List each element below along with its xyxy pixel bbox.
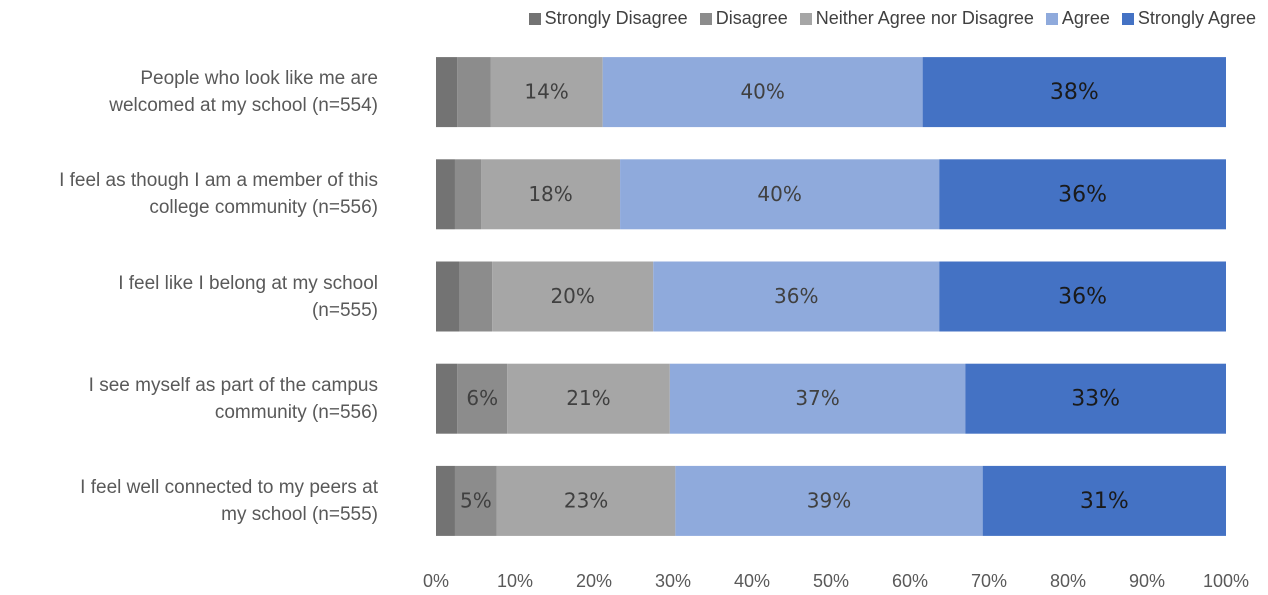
bar-segment (939, 261, 1226, 332)
legend-swatch (799, 12, 812, 25)
category-label: I feel as though I am a member of this c… (59, 170, 378, 219)
x-tick-label: 0% (423, 571, 449, 591)
bar-segment (457, 363, 508, 434)
value-label: 23% (564, 488, 608, 512)
bar-segment (436, 57, 458, 128)
x-tick-label: 20% (576, 571, 612, 591)
bar-segment (669, 363, 966, 434)
bar-segment (982, 465, 1226, 536)
category-label: I see myself as part of the campus commu… (88, 374, 378, 423)
bar-segment (496, 465, 676, 536)
bar-segment (436, 159, 455, 230)
x-tick-label: 80% (1050, 571, 1086, 591)
value-label: 36% (1058, 182, 1107, 207)
category-label: I feel like I belong at my school (n=555… (118, 272, 378, 321)
value-label: 39% (807, 488, 851, 512)
x-tick-label: 50% (813, 571, 849, 591)
bar-segment (454, 159, 482, 230)
value-label: 40% (740, 80, 784, 104)
legend-item: Strongly Disagree (528, 8, 688, 29)
legend-label: Agree (1061, 8, 1110, 28)
value-label: 36% (1058, 285, 1107, 310)
value-label: 14% (524, 80, 568, 104)
bar-segment (965, 363, 1226, 434)
x-tick-label: 10% (497, 571, 533, 591)
value-label: 36% (774, 284, 818, 308)
legend-item: Neither Agree nor Disagree (799, 8, 1034, 29)
value-label: 5% (460, 488, 492, 512)
x-tick-label: 70% (971, 571, 1007, 591)
value-label: 20% (550, 284, 594, 308)
legend-item: Agree (1045, 8, 1110, 29)
legend-swatch (1045, 12, 1058, 25)
bar-segment (436, 363, 458, 434)
legend-swatch (1121, 12, 1134, 25)
bar-segment (492, 261, 654, 332)
value-label: 6% (466, 386, 498, 410)
bar-segment (922, 57, 1226, 128)
value-label: 33% (1071, 387, 1120, 412)
legend-label: Strongly Agree (1137, 8, 1256, 28)
bar-segment (620, 159, 940, 230)
bar-segment (490, 57, 603, 128)
value-label: 40% (757, 182, 801, 206)
value-label: 21% (566, 386, 610, 410)
value-label: 18% (528, 182, 572, 206)
x-tick-label: 40% (734, 571, 770, 591)
category-label: People who look like me are welcomed at … (109, 68, 378, 117)
legend-label: Neither Agree nor Disagree (815, 8, 1034, 28)
bar-segment (602, 57, 923, 128)
bar-segment (457, 57, 491, 128)
x-tick-label: 100% (1203, 571, 1249, 591)
category-label: I feel well connected to my peers at my … (80, 476, 378, 525)
bar-segment (481, 159, 621, 230)
bar-segment (436, 465, 455, 536)
bar-segment (459, 261, 493, 332)
value-label: 31% (1080, 489, 1129, 514)
bar-segment (454, 465, 497, 536)
legend-item: Strongly Agree (1121, 8, 1256, 29)
x-tick-label: 30% (655, 571, 691, 591)
bar-segment (939, 159, 1226, 230)
legend-label: Disagree (715, 8, 788, 28)
bar-segment (436, 261, 460, 332)
value-label: 37% (795, 386, 839, 410)
legend-label: Strongly Disagree (544, 8, 688, 28)
legend: Strongly Disagree Disagree Neither Agree n… (528, 8, 1256, 29)
value-label: 38% (1050, 80, 1099, 105)
x-tick-label: 90% (1129, 571, 1165, 591)
legend-swatch (528, 12, 541, 25)
bar-segment (675, 465, 983, 536)
legend-item: Disagree (699, 8, 788, 29)
x-tick-label: 60% (892, 571, 928, 591)
bar-segment (653, 261, 940, 332)
bar-segment (507, 363, 670, 434)
legend-swatch (699, 12, 712, 25)
